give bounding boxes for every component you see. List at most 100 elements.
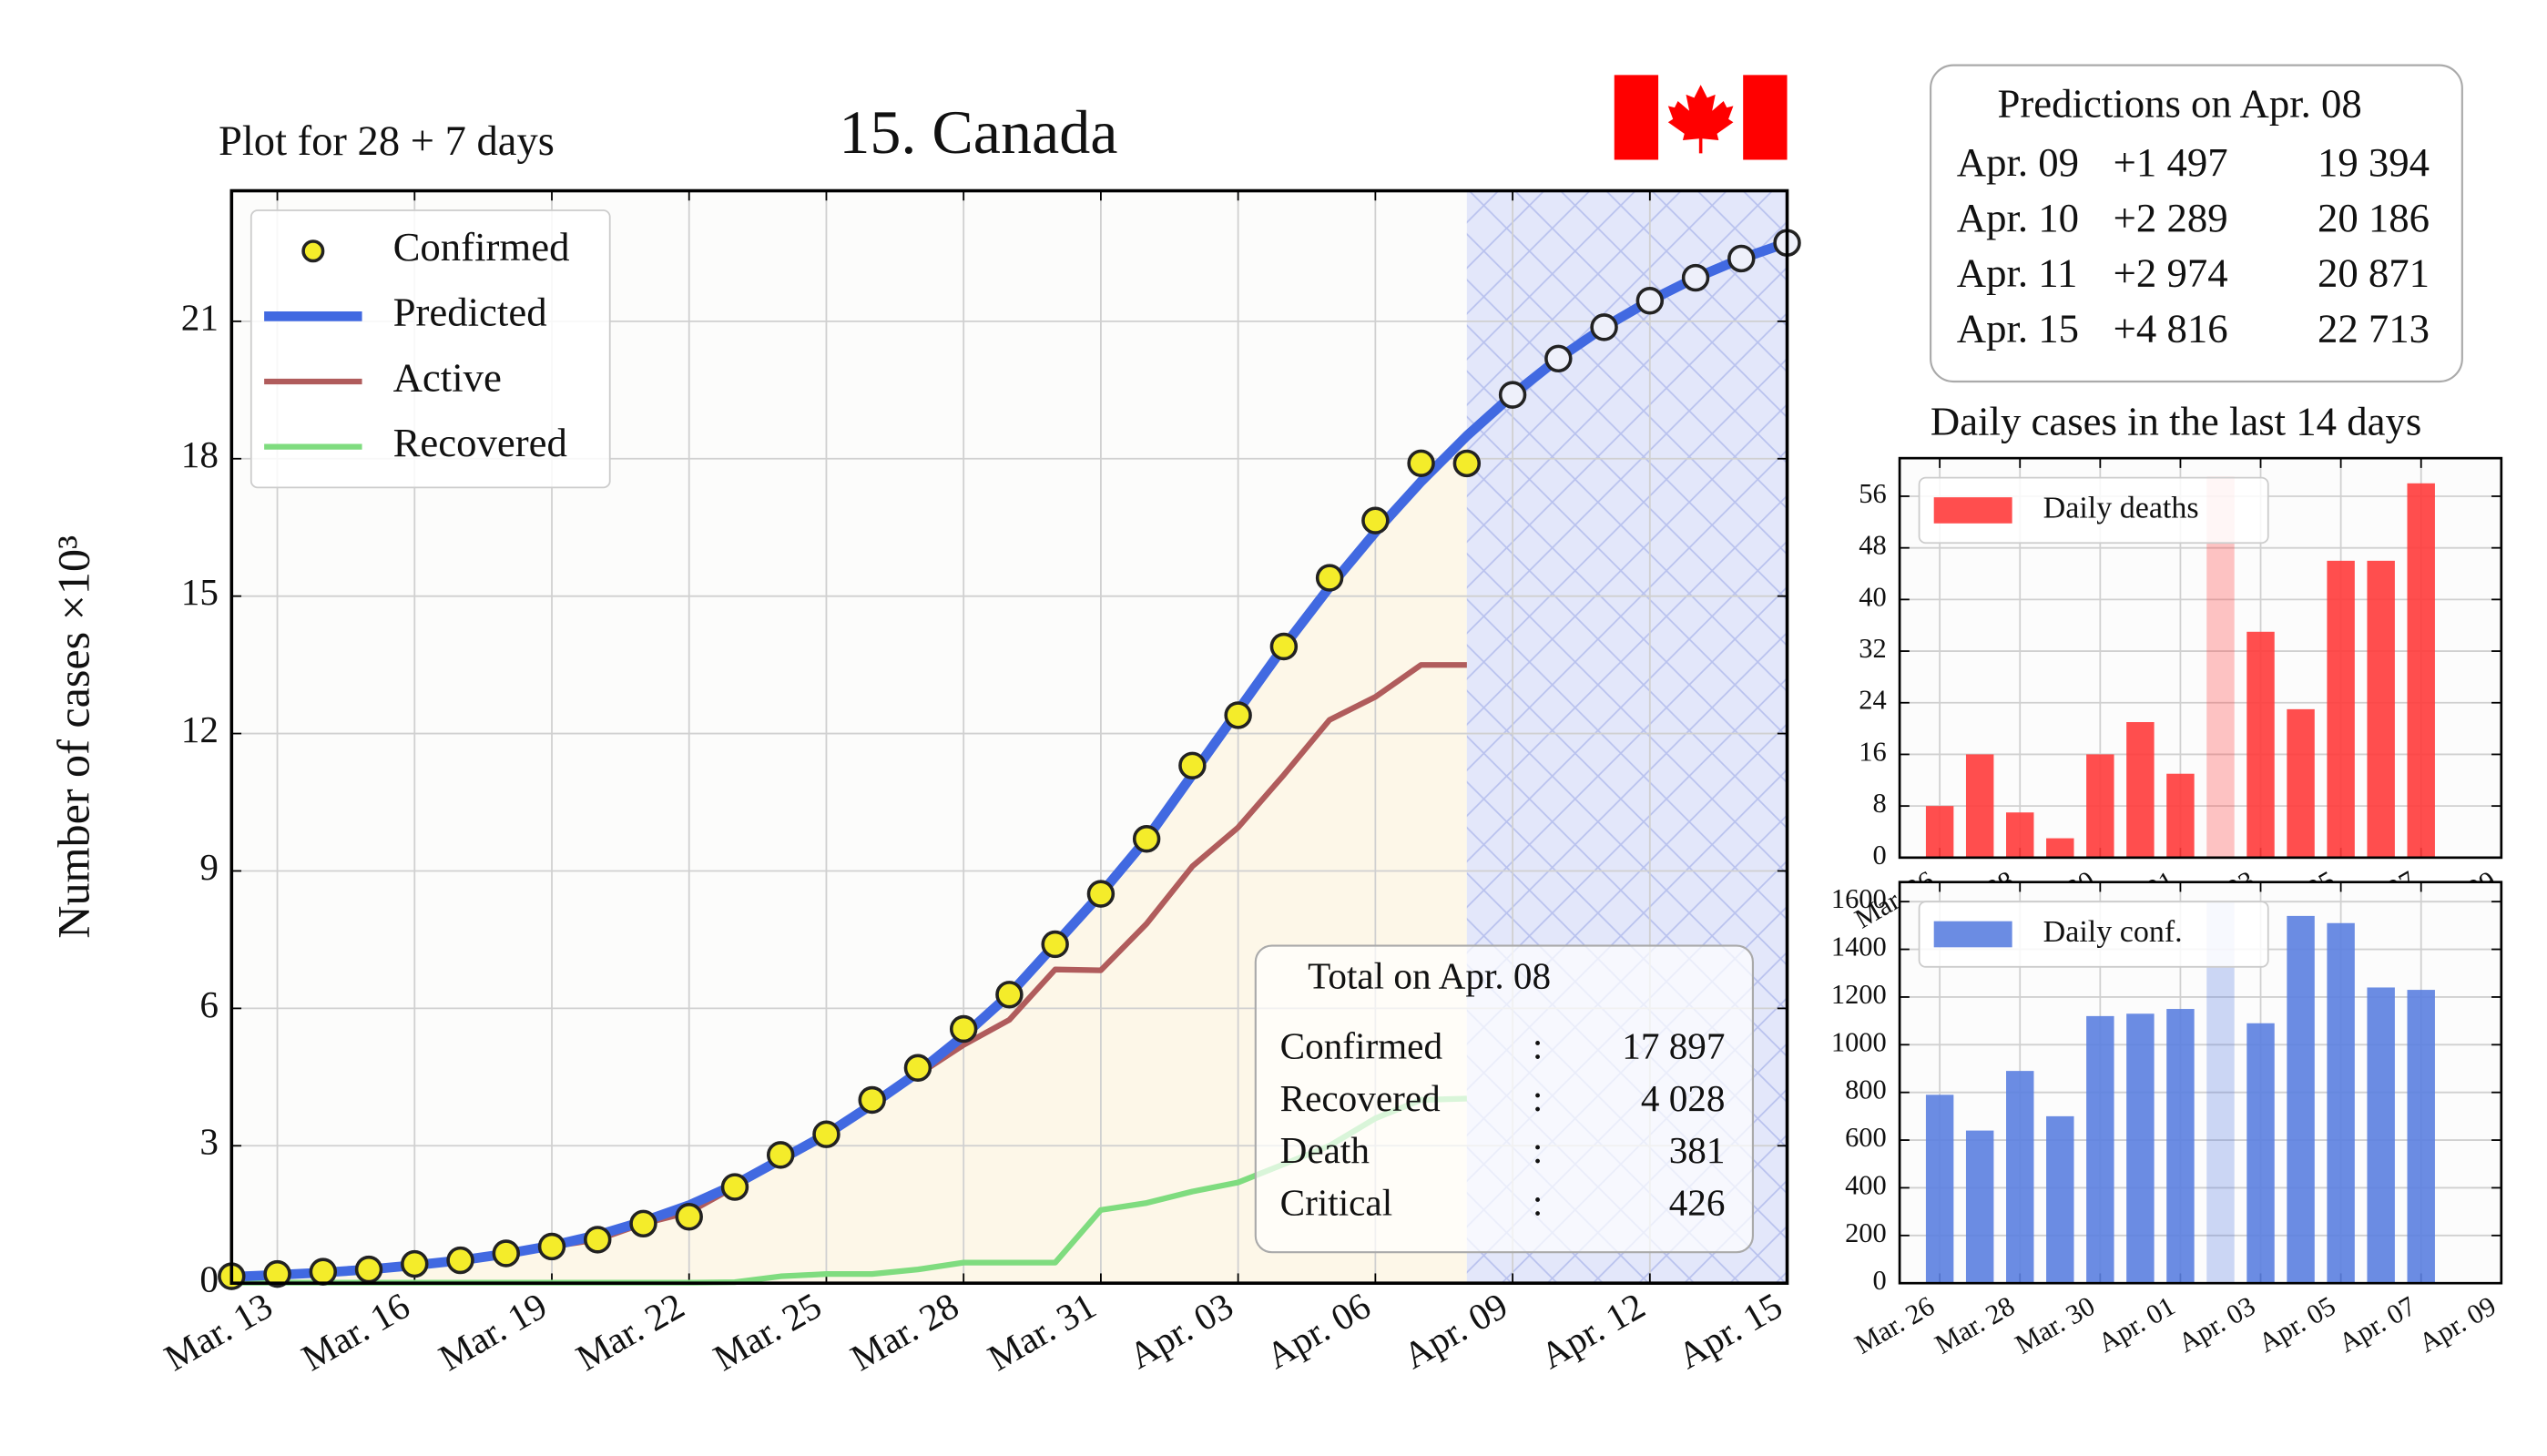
predicted-point [1681, 263, 1710, 292]
plot-frame [229, 188, 1789, 1285]
predicted-point [1590, 313, 1618, 341]
legend-label: Active [393, 354, 502, 400]
y-tick-label: 12 [181, 708, 219, 750]
x-tick-label: Apr. 03 [1122, 1284, 1240, 1377]
confirmed-point [537, 1232, 566, 1261]
predicted-point [1498, 381, 1527, 409]
confirmed-point [401, 1249, 429, 1278]
x-tick-label: Mar. 16 [294, 1284, 416, 1379]
y-tick-label: 6 [199, 983, 219, 1025]
plot-frame [1898, 456, 2503, 860]
y-tick-label: 200 [1845, 1217, 1887, 1248]
total-label: Death [1280, 1129, 1370, 1171]
bar [2006, 812, 2034, 858]
bar [2166, 1009, 2195, 1284]
y-tick-label: 1600 [1831, 883, 1887, 914]
confirmed-point [584, 1226, 612, 1254]
x-tick-label: Apr. 03 [2173, 1290, 2260, 1359]
total-sep: : [1533, 1077, 1543, 1119]
confirmed-point [720, 1173, 749, 1201]
x-tick-label: Apr. 06 [1258, 1284, 1377, 1377]
bar [2407, 990, 2435, 1284]
y-tick-label: 16 [1859, 736, 1886, 767]
y-tick-label: 18 [181, 433, 219, 475]
confirmed-point [263, 1259, 291, 1288]
plot-frame [1898, 881, 2503, 1285]
confirmed-point [1407, 449, 1435, 478]
total-label: Recovered [1280, 1077, 1441, 1119]
confirmed-point [354, 1255, 383, 1284]
bars [1925, 476, 2435, 858]
prediction-total: 19 394 [2318, 139, 2430, 185]
confirmed-point [812, 1120, 841, 1148]
predictions-box [1930, 64, 2463, 383]
x-tick-label: Mar. 30 [2010, 1290, 2100, 1360]
prediction-date: Apr. 09 [1957, 139, 2079, 185]
prediction-date: Apr. 10 [1957, 195, 2079, 240]
confirmed-point [1224, 701, 1252, 729]
confirmed-point [1315, 564, 1344, 592]
x-tick-label: Mar. 26 [1849, 1290, 1940, 1360]
prediction-delta: +2 289 [2114, 195, 2228, 240]
bar [2126, 1013, 2155, 1284]
confirmed-point [629, 1209, 657, 1238]
y-tick-label: 15 [181, 571, 219, 613]
confirmed-point [903, 1054, 932, 1082]
y-axis-label: Number of cases ×10³ [47, 535, 98, 939]
confirmed-point [1086, 880, 1116, 908]
bar [1925, 1095, 1954, 1284]
total-title: Total on Apr. 08 [1308, 955, 1551, 997]
bar [2287, 708, 2315, 858]
prediction-date: Apr. 15 [1957, 306, 2079, 351]
predictions-title: Predictions on Apr. 08 [1998, 80, 2362, 126]
total-sep: : [1533, 1129, 1543, 1171]
legend-marker [301, 239, 325, 263]
legend-label: Recovered [393, 420, 567, 465]
y-tick-label: 9 [199, 846, 219, 888]
x-tick-label: Apr. 15 [1671, 1284, 1789, 1377]
y-tick-label: 56 [1859, 478, 1886, 509]
legend [250, 209, 611, 489]
legend-label: Daily conf. [2043, 915, 2183, 949]
legend-swatch [1933, 497, 2012, 524]
confirmed-point [1132, 825, 1161, 853]
bar [2046, 838, 2074, 858]
prediction-delta: +2 974 [2114, 250, 2228, 296]
chart-subtitle: Plot for 28 + 7 days [219, 118, 555, 165]
legend-label: Daily deaths [2043, 491, 2199, 524]
prediction-total: 20 186 [2318, 195, 2430, 240]
x-tick-label: Mar. 22 [569, 1284, 691, 1379]
confirmed-point [446, 1246, 474, 1275]
y-tick-label: 0 [1873, 840, 1887, 871]
confirmed-point [949, 1014, 978, 1044]
confirmed-point [766, 1141, 795, 1169]
observed-area [231, 435, 1467, 1284]
bar [2246, 1023, 2275, 1284]
total-value: 4 028 [1641, 1077, 1726, 1119]
total-sep: : [1533, 1025, 1543, 1067]
confirmed-point [309, 1257, 338, 1286]
confirmed-point [1178, 751, 1207, 780]
y-tick-label: 21 [181, 296, 219, 338]
total-box [1254, 944, 1755, 1254]
bar [2407, 483, 2435, 858]
confirmed-point [1041, 930, 1069, 959]
bar [1925, 806, 1954, 858]
chart-title: 15. Canada [839, 97, 1117, 167]
x-tick-label: Apr. 01 [2093, 1290, 2180, 1359]
flag [1614, 75, 1788, 160]
x-tick-label: Apr. 07 [2333, 1290, 2420, 1359]
y-tick-label: 1200 [1831, 979, 1887, 1010]
prediction-total: 22 713 [2318, 306, 2430, 351]
total-value: 381 [1669, 1129, 1726, 1171]
y-tick-label: 600 [1845, 1122, 1887, 1153]
legend-label: Predicted [393, 290, 547, 335]
y-tick-label: 0 [1873, 1265, 1887, 1296]
x-tick-label: Mar. 31 [981, 1284, 1103, 1379]
legend-swatch [1933, 921, 2012, 948]
x-tick-label: Mar. 25 [707, 1284, 829, 1379]
prediction-delta: +1 497 [2114, 139, 2228, 185]
y-tick-label: 40 [1859, 581, 1886, 612]
y-tick-label: 400 [1845, 1169, 1887, 1200]
